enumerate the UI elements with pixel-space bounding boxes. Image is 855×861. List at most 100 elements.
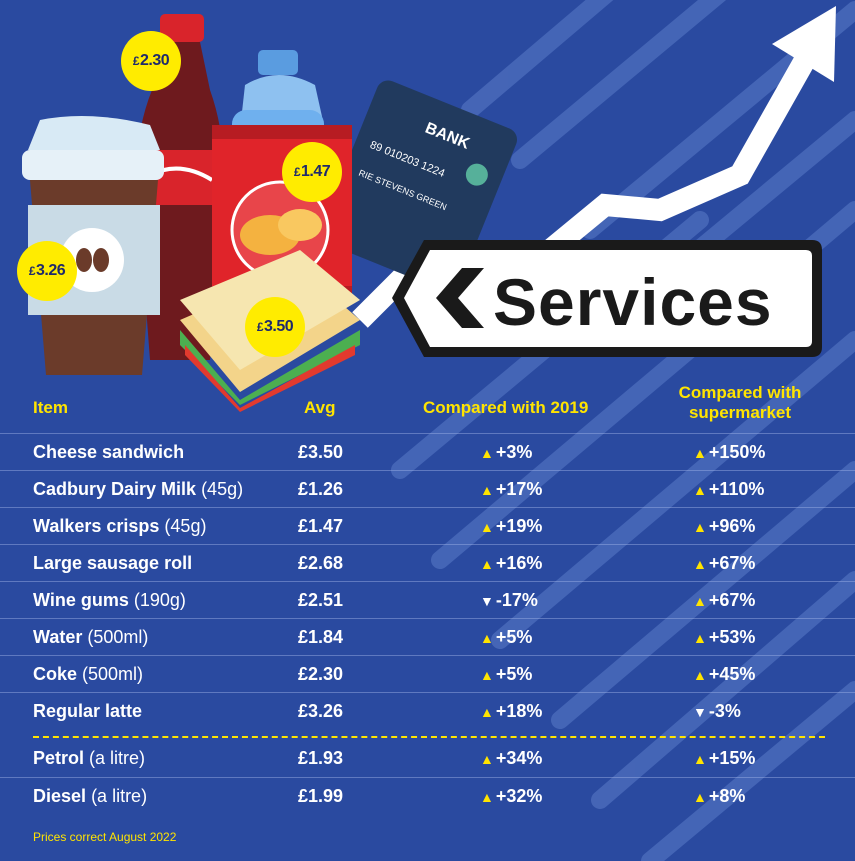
row-compared-supermarket: ▲ +45% (693, 656, 755, 693)
change-triangle-icon: ▲ (480, 445, 494, 461)
row-compared-2019-value: +5% (495, 664, 533, 684)
change-triangle-icon: ▲ (480, 630, 494, 646)
row-item-note: (45g) (164, 516, 207, 536)
table-row: Regular latte £3.26 ▲ +18% ▼ -3% (0, 692, 855, 730)
header-compared-supermarket: Compared with supermarket (660, 383, 820, 423)
change-triangle-icon: ▲ (693, 519, 707, 535)
currency-symbol: £ (132, 54, 140, 68)
row-compared-2019-value: +17% (495, 479, 543, 499)
row-compared-supermarket: ▲ +67% (693, 545, 755, 582)
row-compared-2019-value: +18% (495, 701, 543, 721)
fuel-divider (33, 736, 825, 738)
row-compared-2019: ▲ +32% (480, 778, 542, 815)
change-triangle-icon: ▲ (480, 482, 494, 498)
header-compared-supermarket-line1: Compared with (678, 383, 802, 402)
row-compared-supermarket-value: +67% (708, 553, 756, 573)
row-compared-2019-value: +19% (495, 516, 543, 536)
row-item: Coke (500ml) (33, 656, 143, 693)
row-avg: £2.30 (298, 664, 344, 684)
row-item: Regular latte (33, 693, 142, 730)
row-item: Water (500ml) (33, 619, 148, 656)
table-row: Petrol (a litre) £1.93 ▲ +34% ▲ +15% (0, 740, 855, 777)
row-item-name: Regular latte (33, 701, 143, 721)
row-compared-supermarket-value: +45% (708, 664, 756, 684)
change-triangle-icon: ▲ (480, 519, 494, 535)
change-triangle-icon: ▲ (480, 751, 494, 767)
table-row: Coke (500ml) £2.30 ▲ +5% ▲ +45% (0, 655, 855, 693)
row-avg: £1.47 (298, 516, 344, 536)
row-compared-2019: ▲ +17% (480, 471, 542, 508)
currency-symbol: £ (293, 165, 301, 179)
row-item-name: Cadbury Dairy Milk (33, 479, 197, 499)
change-triangle-icon: ▲ (693, 789, 707, 805)
row-compared-supermarket-value: +15% (708, 748, 756, 768)
table-row: Cheese sandwich £3.50 ▲ +3% ▲ +150% (0, 433, 855, 471)
row-avg: £1.84 (298, 627, 344, 647)
row-item-note: (500ml) (87, 627, 149, 647)
row-compared-supermarket-value: +67% (708, 590, 756, 610)
row-item-note: (500ml) (82, 664, 144, 684)
row-compared-supermarket: ▲ +67% (693, 582, 755, 619)
row-item: Walkers crisps (45g) (33, 508, 206, 545)
row-item-name: Cheese sandwich (33, 442, 185, 462)
row-compared-supermarket-value: +96% (708, 516, 756, 536)
row-item-name: Petrol (33, 748, 85, 768)
row-compared-2019-value: +16% (495, 553, 543, 573)
change-triangle-icon: ▲ (480, 556, 494, 572)
table-row: Large sausage roll £2.68 ▲ +16% ▲ +67% (0, 544, 855, 582)
row-item-name: Walkers crisps (33, 516, 160, 536)
row-compared-supermarket: ▼ -3% (693, 693, 741, 730)
header-avg: Avg (304, 398, 336, 417)
row-item-note: (190g) (133, 590, 186, 610)
row-compared-supermarket-value: +8% (708, 786, 746, 806)
row-item: Large sausage roll (33, 545, 192, 582)
change-triangle-icon: ▲ (693, 593, 707, 609)
table-row: Cadbury Dairy Milk (45g) £1.26 ▲ +17% ▲ +110% (0, 470, 855, 508)
row-compared-supermarket-value: +150% (708, 442, 766, 462)
change-triangle-icon: ▲ (480, 704, 494, 720)
change-triangle-icon: ▲ (693, 556, 707, 572)
row-avg: £3.50 (298, 442, 344, 462)
change-triangle-icon: ▲ (693, 445, 707, 461)
row-item-name: Diesel (33, 786, 87, 806)
price-tag-value: 3.50 (264, 318, 294, 335)
row-compared-supermarket: ▲ +8% (693, 778, 745, 815)
row-compared-2019-value: -17% (495, 590, 538, 610)
row-item-name: Water (33, 627, 83, 647)
row-compared-2019: ▲ +19% (480, 508, 542, 545)
row-compared-2019-value: +3% (495, 442, 533, 462)
row-compared-supermarket: ▲ +110% (693, 471, 764, 508)
row-compared-2019: ▲ +3% (480, 434, 532, 471)
table-row: Walkers crisps (45g) £1.47 ▲ +19% ▲ +96% (0, 507, 855, 545)
change-triangle-icon: ▲ (693, 630, 707, 646)
change-triangle-icon: ▼ (693, 704, 707, 720)
price-tag-latte: £3.26 (17, 241, 77, 301)
change-triangle-icon: ▼ (480, 593, 494, 609)
price-tag-coke: £2.30 (121, 31, 181, 91)
row-avg: £2.68 (298, 553, 344, 573)
table-row: Diesel (a litre) £1.99 ▲ +32% ▲ +8% (0, 777, 855, 815)
row-compared-2019-value: +5% (495, 627, 533, 647)
change-triangle-icon: ▲ (480, 789, 494, 805)
price-tag-value: 2.30 (140, 52, 170, 69)
row-item-note: (a litre) (89, 748, 146, 768)
row-compared-2019: ▲ +16% (480, 545, 542, 582)
price-tag-crisps: £1.47 (282, 142, 342, 202)
table-row: Wine gums (190g) £2.51 ▼ -17% ▲ +67% (0, 581, 855, 619)
row-compared-2019-value: +32% (495, 786, 543, 806)
row-compared-supermarket: ▲ +53% (693, 619, 755, 656)
coffee-cup-icon (22, 116, 164, 375)
header-item: Item (33, 398, 68, 417)
row-avg: £1.93 (298, 748, 344, 768)
row-avg: £2.51 (298, 590, 344, 610)
row-compared-2019: ▲ +5% (480, 656, 532, 693)
row-item: Petrol (a litre) (33, 740, 145, 777)
row-compared-supermarket: ▲ +150% (693, 434, 765, 471)
row-item: Diesel (a litre) (33, 778, 147, 815)
row-item-name: Wine gums (33, 590, 129, 610)
row-avg: £3.26 (298, 701, 344, 721)
services-sign-text: Services (493, 265, 773, 339)
table-row: Water (500ml) £1.84 ▲ +5% ▲ +53% (0, 618, 855, 656)
row-item: Cheese sandwich (33, 434, 184, 471)
